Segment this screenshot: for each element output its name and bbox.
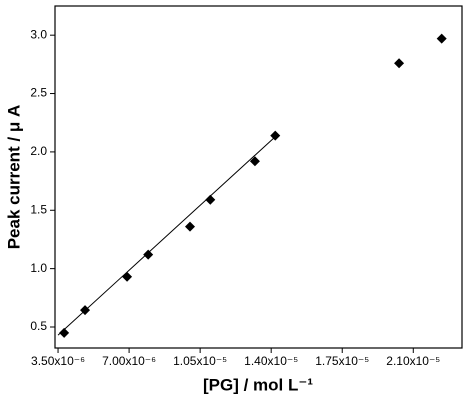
x-tick-label: 1.40x10⁻⁵ <box>244 354 298 368</box>
data-point <box>249 156 260 167</box>
y-tick-label: 2.5 <box>30 86 47 100</box>
data-point <box>436 33 447 44</box>
fit-line <box>57 136 276 336</box>
data-point <box>184 221 195 232</box>
y-tick-label: 2.0 <box>30 144 47 158</box>
x-tick-label: 1.05x10⁻⁵ <box>173 354 227 368</box>
x-tick-label: 2.10x10⁻⁵ <box>386 354 440 368</box>
y-tick-label: 1.5 <box>30 202 47 216</box>
data-point <box>59 327 70 338</box>
data-point <box>394 58 405 69</box>
y-axis-label: Peak current / μ A <box>4 105 23 250</box>
x-tick-label: 7.00x10⁻⁶ <box>102 354 156 368</box>
plot-frame <box>54 5 463 349</box>
y-tick-label: 0.5 <box>30 319 47 333</box>
x-tick-label: 3.50x10⁻⁶ <box>31 354 85 368</box>
x-tick-label: 1.75x10⁻⁵ <box>315 354 369 368</box>
x-axis-label: [PG] / mol L⁻¹ <box>203 375 313 394</box>
data-point <box>270 130 281 141</box>
data-point <box>205 194 216 205</box>
y-tick-label: 1.0 <box>30 261 47 275</box>
data-point <box>143 249 154 260</box>
y-tick-label: 3.0 <box>30 27 47 41</box>
data-point <box>122 271 133 282</box>
